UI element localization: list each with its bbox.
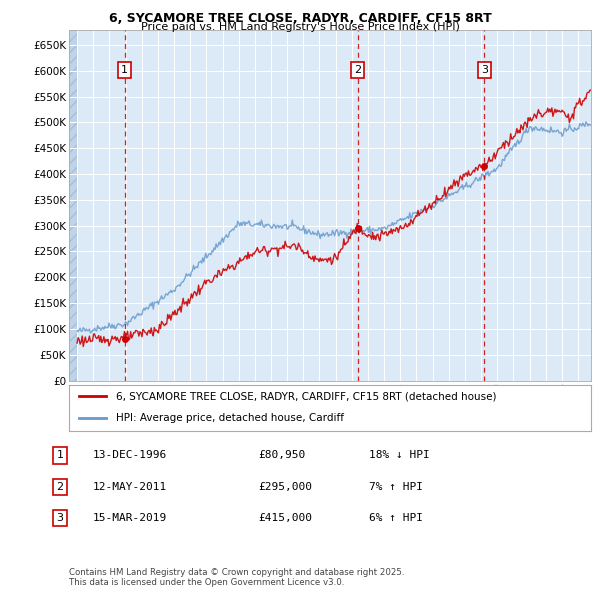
Text: £415,000: £415,000 (258, 513, 312, 523)
Text: 6% ↑ HPI: 6% ↑ HPI (369, 513, 423, 523)
Text: 12-MAY-2011: 12-MAY-2011 (93, 482, 167, 491)
Text: 2: 2 (354, 65, 361, 75)
Text: HPI: Average price, detached house, Cardiff: HPI: Average price, detached house, Card… (116, 413, 344, 423)
Text: 15-MAR-2019: 15-MAR-2019 (93, 513, 167, 523)
Text: 1: 1 (56, 451, 64, 460)
Text: Contains HM Land Registry data © Crown copyright and database right 2025.
This d: Contains HM Land Registry data © Crown c… (69, 568, 404, 587)
Text: 1: 1 (121, 65, 128, 75)
Text: 13-DEC-1996: 13-DEC-1996 (93, 451, 167, 460)
Text: 18% ↓ HPI: 18% ↓ HPI (369, 451, 430, 460)
Text: 2: 2 (56, 482, 64, 491)
Text: £80,950: £80,950 (258, 451, 305, 460)
Text: 3: 3 (481, 65, 488, 75)
Text: Price paid vs. HM Land Registry's House Price Index (HPI): Price paid vs. HM Land Registry's House … (140, 22, 460, 32)
Text: 3: 3 (56, 513, 64, 523)
Text: 6, SYCAMORE TREE CLOSE, RADYR, CARDIFF, CF15 8RT (detached house): 6, SYCAMORE TREE CLOSE, RADYR, CARDIFF, … (116, 391, 496, 401)
Text: £295,000: £295,000 (258, 482, 312, 491)
Text: 7% ↑ HPI: 7% ↑ HPI (369, 482, 423, 491)
Text: 6, SYCAMORE TREE CLOSE, RADYR, CARDIFF, CF15 8RT: 6, SYCAMORE TREE CLOSE, RADYR, CARDIFF, … (109, 12, 491, 25)
